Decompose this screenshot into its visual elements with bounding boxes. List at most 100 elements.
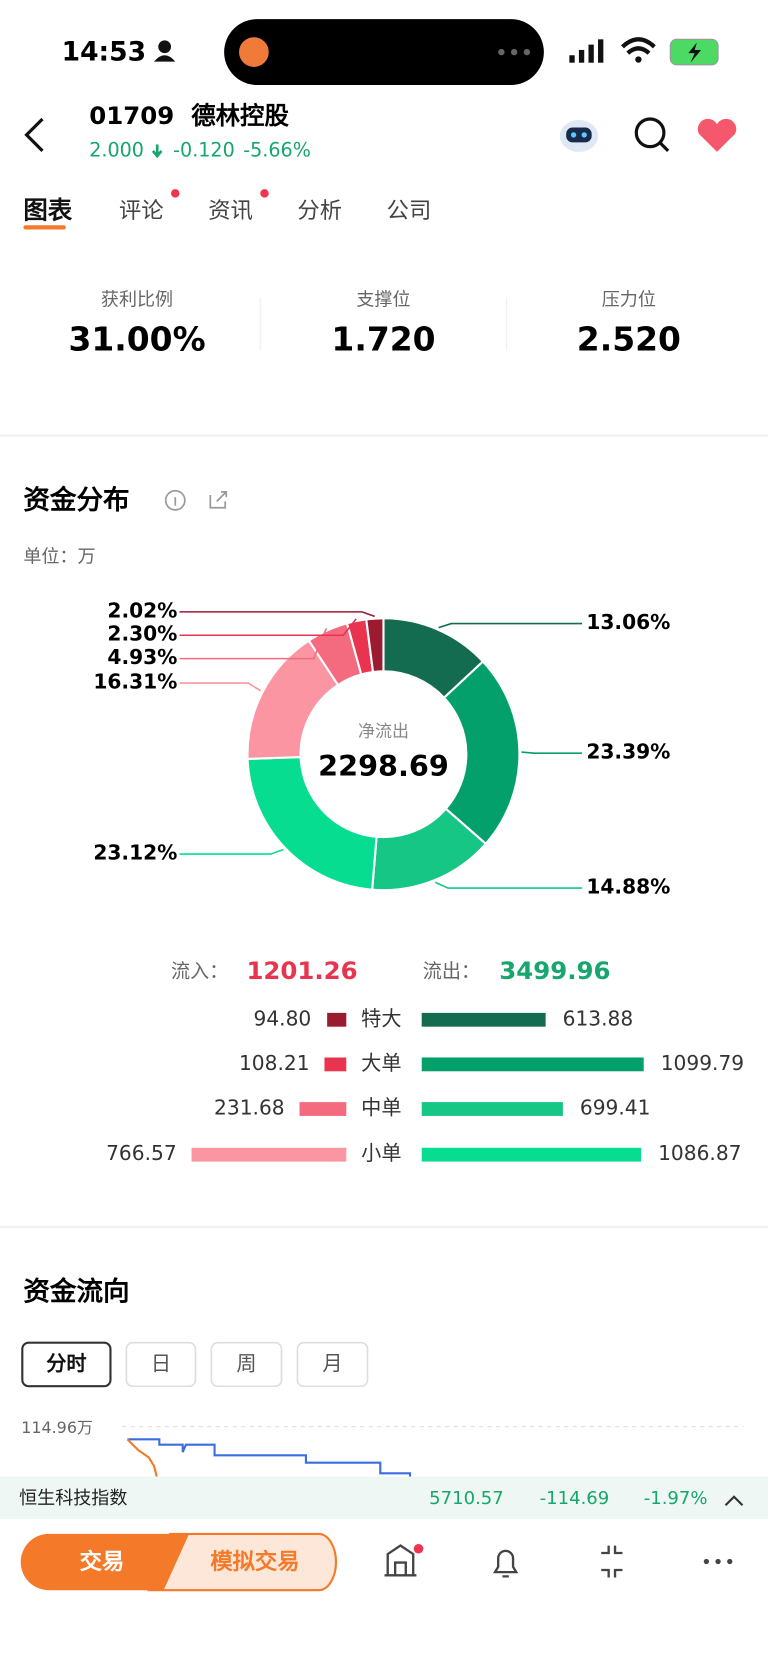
leader-line <box>179 611 375 618</box>
leader-line <box>179 628 328 660</box>
expand-icon[interactable] <box>724 1495 744 1506</box>
inflow-value: 231.68 <box>214 1096 285 1120</box>
user-icon <box>154 55 176 62</box>
section-title: 资金流向 <box>23 1276 129 1307</box>
ticker-change: -114.69 <box>540 1488 610 1509</box>
outflow-value: 1099.79 <box>661 1051 744 1075</box>
tab[interactable]: 评论 <box>119 198 164 224</box>
change-pct: -5.66% <box>243 138 311 161</box>
category: 大单 <box>361 1051 401 1075</box>
outflow-bar <box>421 1057 644 1072</box>
axis-label: 114.96万 <box>21 1418 93 1437</box>
stat-value: 31.00% <box>68 320 205 359</box>
wifi <box>635 56 642 63</box>
stat-label: 获利比例 <box>101 290 173 311</box>
separator <box>0 1225 768 1228</box>
stock-code: 01709 <box>89 101 174 130</box>
leader-line <box>434 881 583 889</box>
outflow-value: 699.41 <box>580 1096 651 1120</box>
donut-segment <box>365 617 385 674</box>
period-label: 周 <box>236 1352 256 1376</box>
stock-name: 德林控股 <box>191 101 289 130</box>
period-button[interactable] <box>125 1341 197 1388</box>
price: 2.000 <box>89 138 144 161</box>
dots <box>498 48 531 56</box>
inflow-value: 766.57 <box>106 1141 177 1165</box>
inflow-bar <box>327 1012 347 1027</box>
mail-icon <box>239 37 269 67</box>
search-icon[interactable] <box>634 117 670 152</box>
badge <box>260 189 269 198</box>
outflow-value: 1086.87 <box>658 1141 741 1165</box>
down-arrow <box>151 144 163 159</box>
leader-line <box>179 848 284 855</box>
period-label: 日 <box>151 1352 171 1376</box>
outflow-bar <box>421 1147 642 1162</box>
user-icon <box>158 40 172 54</box>
stat-value: 1.720 <box>331 320 435 359</box>
segment-label: 23.39% <box>586 740 670 764</box>
stat-label: 压力位 <box>602 290 656 311</box>
sim-trade-label: 模拟交易 <box>210 1548 299 1575</box>
change: -0.120 <box>173 138 235 161</box>
stat-value: 2.520 <box>577 320 681 359</box>
trade-button[interactable] <box>20 1533 190 1591</box>
flow-line <box>126 1438 159 1479</box>
tab[interactable]: 资讯 <box>208 198 253 224</box>
more-icon[interactable] <box>703 1558 733 1565</box>
segment-label: 14.88% <box>586 875 670 899</box>
separator <box>0 434 768 437</box>
flow-line <box>127 1438 412 1479</box>
back-button[interactable] <box>24 117 44 152</box>
ticker-value: 5710.57 <box>429 1488 504 1509</box>
ticker-pct: -1.97% <box>644 1488 708 1509</box>
leader-line <box>438 622 583 629</box>
outflow-bar <box>421 1102 563 1116</box>
segment-label: 2.02% <box>107 598 177 622</box>
segment-label: 2.30% <box>107 622 177 646</box>
period-button[interactable] <box>296 1341 369 1388</box>
segment-label: 23.12% <box>93 841 177 865</box>
leader-line <box>179 682 262 692</box>
leader-line <box>521 751 583 754</box>
alert-icon[interactable] <box>492 1549 519 1578</box>
signal <box>569 39 604 63</box>
segment-label: 4.93% <box>107 645 177 669</box>
ticker-bar[interactable] <box>0 1476 768 1520</box>
tab[interactable]: 公司 <box>387 198 432 224</box>
center-value: 2298.69 <box>318 749 449 783</box>
period-label: 月 <box>322 1352 342 1376</box>
collapse-icon[interactable] <box>601 1545 623 1578</box>
inflow-total: 1201.26 <box>246 956 357 985</box>
inflow-bar <box>324 1057 347 1072</box>
outflow-label: 流出： <box>423 959 480 982</box>
period-button[interactable] <box>21 1341 112 1388</box>
info-icon[interactable] <box>164 489 186 511</box>
tab[interactable]: 分析 <box>297 198 342 224</box>
robot-icon[interactable] <box>559 120 599 152</box>
badge <box>171 189 180 198</box>
badge <box>413 1543 424 1554</box>
favorite-icon[interactable] <box>697 118 737 152</box>
period-button[interactable] <box>210 1341 283 1388</box>
sim-trade-button[interactable] <box>147 1532 338 1592</box>
outflow-bar <box>421 1012 546 1027</box>
inflow-bar <box>191 1147 347 1162</box>
leader-line <box>179 618 357 637</box>
outflow-total: 3499.96 <box>499 956 610 985</box>
stat-label: 支撑位 <box>356 290 410 311</box>
trade-label: 交易 <box>80 1548 125 1575</box>
share-icon[interactable] <box>209 490 228 509</box>
unit: 单位：万 <box>23 547 95 568</box>
inflow-value: 108.21 <box>239 1051 310 1075</box>
wifi <box>621 37 656 55</box>
home-icon[interactable] <box>384 1544 417 1577</box>
inflow-label: 流入： <box>171 959 228 982</box>
dynamic-island <box>224 19 544 86</box>
battery <box>688 42 702 63</box>
ticker-name: 恒生科技指数 <box>19 1488 127 1509</box>
tab[interactable]: 图表 <box>23 195 72 224</box>
period-label: 分时 <box>46 1352 86 1376</box>
